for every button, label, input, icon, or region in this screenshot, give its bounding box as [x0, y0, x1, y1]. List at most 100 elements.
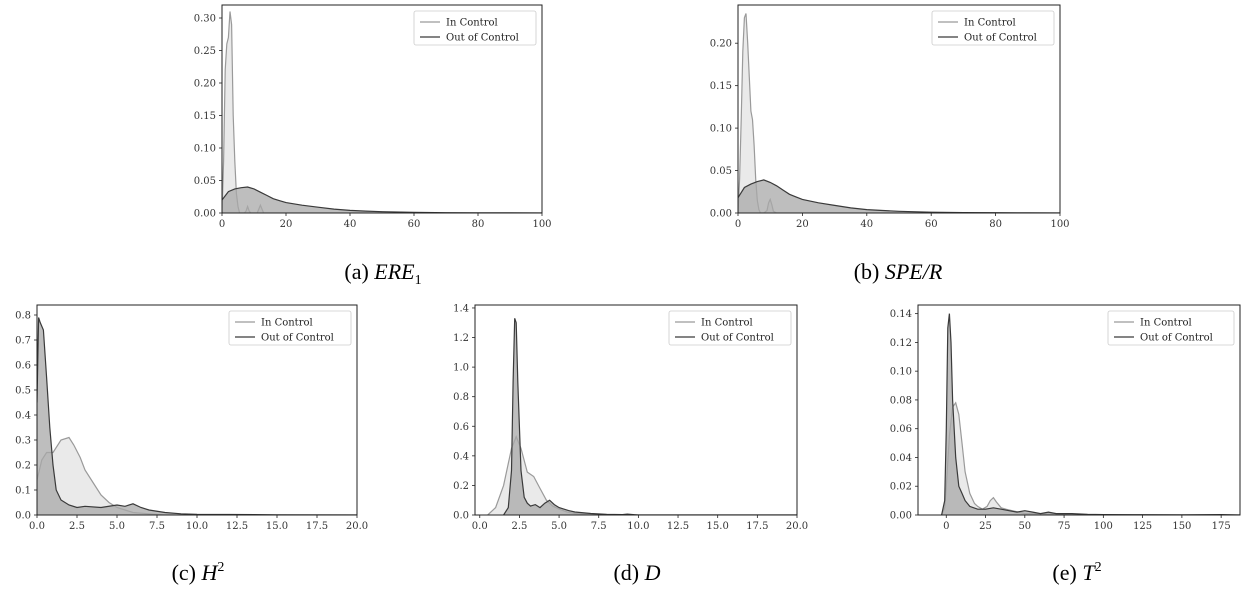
- plot-area: [738, 13, 1060, 213]
- caption-c: (c) H2: [172, 560, 225, 585]
- legend-label: In Control: [964, 18, 1016, 29]
- x-tick-label: 12.5: [226, 521, 248, 532]
- x-tick-label: 60: [925, 219, 938, 230]
- y-tick-label: 1.4: [453, 303, 469, 314]
- y-tick-label: 0.10: [890, 367, 912, 378]
- caption-e: (e) T2: [1052, 560, 1101, 585]
- legend-label: Out of Control: [964, 33, 1037, 44]
- y-tick-label: 0.4: [15, 411, 31, 422]
- y-tick-label: 0.20: [194, 79, 216, 90]
- chart-spe-r: 0 20 40 60 80 100 0.00 0.05 0.10 0.15 0.20 In Contr…: [710, 4, 1070, 230]
- legend: In Control Out of Control: [1107, 310, 1235, 346]
- x-tick-label: 40: [860, 219, 873, 230]
- legend-label: Out of Control: [1140, 333, 1213, 344]
- y-tick-label: 0.00: [194, 209, 216, 220]
- y-tick-label: 0.5: [15, 386, 31, 397]
- legend-label: Out of Control: [446, 33, 519, 44]
- y-tick-label: 0.6: [453, 422, 469, 433]
- plot-area: [487, 318, 797, 515]
- chart-t2: 0 25 50 75 100 125 150 175 0.00 0.02 0.04 0.06 0.08 0…: [890, 304, 1241, 532]
- x-tick-label: 100: [1094, 521, 1113, 532]
- y-tick-label: 0.15: [194, 111, 216, 122]
- axes-frame: [737, 4, 1061, 214]
- x-tick-label: 20: [280, 219, 293, 230]
- y-tick-label: 0.0: [15, 511, 31, 522]
- x-tick-label: 15.0: [707, 521, 729, 532]
- x-tick-label: 125: [1133, 521, 1152, 532]
- y-tick-label: 0.8: [15, 311, 31, 322]
- y-tick-label: 0.14: [890, 309, 912, 320]
- y-tick-label: 0.15: [710, 81, 732, 92]
- x-tick-label: 20.0: [786, 521, 808, 532]
- legend-label: In Control: [261, 318, 313, 329]
- caption-d: (d) D: [613, 560, 660, 585]
- x-tick-label: 12.5: [667, 521, 689, 532]
- x-tick-label: 10.0: [186, 521, 208, 532]
- x-tick-label: 7.5: [591, 521, 607, 532]
- density-area-out-of-control: [503, 318, 797, 515]
- y-tick-label: 0.3: [15, 436, 31, 447]
- x-tick-label: 15.0: [266, 521, 288, 532]
- y-tick-label: 0.7: [15, 336, 31, 347]
- x-tick-label: 75: [1058, 521, 1071, 532]
- x-tick-label: 17.5: [306, 521, 328, 532]
- y-tick-label: 0.00: [710, 209, 732, 220]
- x-tick-label: 100: [532, 219, 551, 230]
- x-tick-label: 17.5: [746, 521, 768, 532]
- x-tick-label: 20.0: [346, 521, 368, 532]
- axes-frame: [474, 304, 798, 516]
- density-line-out-of-control: [37, 317, 357, 515]
- density-area-in-control: [487, 436, 797, 515]
- y-tick-label: 0.10: [710, 124, 732, 135]
- x-tick-label: 80: [989, 219, 1002, 230]
- y-tick-label: 0.8: [453, 392, 469, 403]
- x-tick-label: 80: [472, 219, 485, 230]
- density-line-out-of-control: [941, 313, 1240, 515]
- y-tick-label: 0.00: [890, 511, 912, 522]
- legend-label: Out of Control: [701, 333, 774, 344]
- density-area-in-control: [941, 402, 1240, 515]
- y-tick-label: 0.0: [453, 511, 469, 522]
- y-tick-label: 1.0: [453, 363, 469, 374]
- y-tick-label: 0.04: [890, 453, 912, 464]
- legend-label: In Control: [446, 18, 498, 29]
- density-area-in-control: [37, 437, 357, 515]
- x-tick-label: 150: [1172, 521, 1191, 532]
- y-tick-label: 0.02: [890, 482, 912, 493]
- x-tick-label: 60: [408, 219, 421, 230]
- y-tick-label: 1.2: [453, 333, 469, 344]
- y-tick-label: 0.05: [194, 176, 216, 187]
- y-tick-label: 0.06: [890, 424, 912, 435]
- legend: In Control Out of Control: [668, 310, 792, 346]
- legend: In Control Out of Control: [413, 10, 537, 46]
- density-line-out-of-control: [503, 318, 797, 515]
- x-tick-label: 0.0: [29, 521, 45, 532]
- x-tick-label: 175: [1212, 521, 1231, 532]
- x-tick-label: 0.0: [472, 521, 488, 532]
- x-tick-label: 25: [979, 521, 992, 532]
- y-tick-label: 0.05: [710, 166, 732, 177]
- x-tick-label: 20: [796, 219, 809, 230]
- density-line-out-of-control: [738, 179, 1060, 213]
- axes-frame: [221, 4, 543, 214]
- y-tick-label: 0.25: [194, 46, 216, 57]
- x-tick-label: 2.5: [69, 521, 85, 532]
- legend: In Control Out of Control: [228, 310, 352, 346]
- y-tick-label: 0.30: [194, 14, 216, 25]
- x-tick-label: 0: [943, 521, 949, 532]
- x-tick-label: 40: [344, 219, 357, 230]
- y-tick-label: 0.12: [890, 338, 912, 349]
- legend-label: In Control: [1140, 318, 1192, 329]
- y-tick-label: 0.6: [15, 361, 31, 372]
- x-tick-label: 0: [735, 219, 741, 230]
- x-tick-label: 10.0: [627, 521, 649, 532]
- chart-h2: 0.0 2.5 5.0 7.5 10.0 12.5 15.0 17.5 20.0 0.0 0.1 0.…: [15, 304, 368, 532]
- y-tick-label: 0.2: [453, 481, 469, 492]
- caption-b: (b) SPE/R: [854, 259, 943, 284]
- legend-label: Out of Control: [261, 333, 334, 344]
- x-tick-label: 100: [1050, 219, 1069, 230]
- chart-d: 0.0 2.5 5.0 7.5 10.0 12.5 15.0 17.5 20.0 0.0 0.2 0.…: [453, 303, 808, 532]
- x-tick-label: 50: [1018, 521, 1031, 532]
- axes-frame: [917, 304, 1241, 516]
